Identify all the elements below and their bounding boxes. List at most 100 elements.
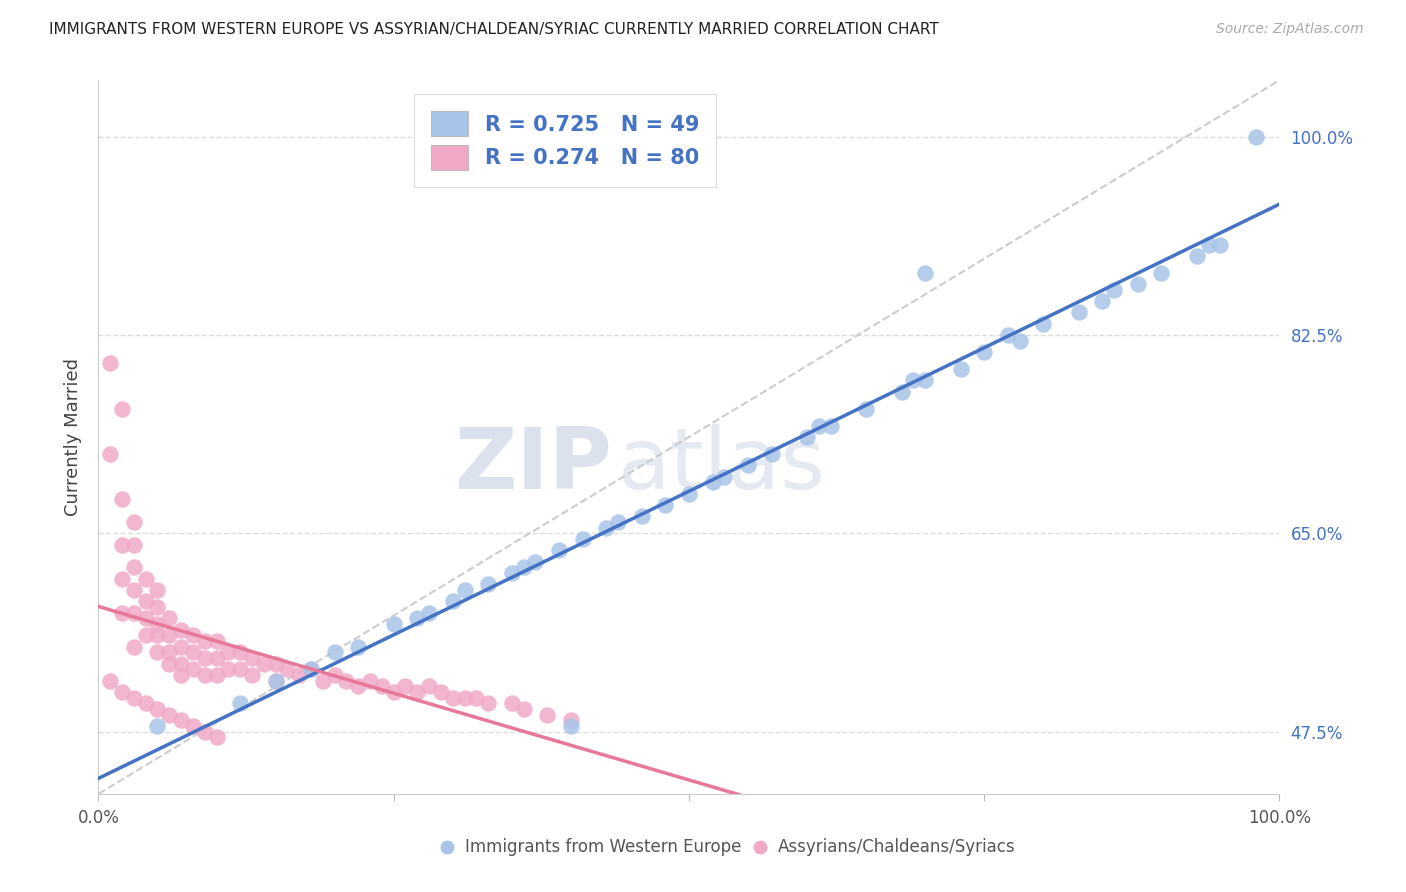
Point [194, 668, 217, 682]
Point [430, 685, 453, 699]
Point [501, 696, 523, 710]
Point [146, 702, 169, 716]
Point [157, 645, 180, 659]
Point [122, 538, 145, 552]
Point [181, 645, 204, 659]
Point [170, 640, 193, 654]
Point [903, 374, 925, 388]
Point [312, 673, 335, 688]
Point [240, 668, 263, 682]
Point [1185, 249, 1208, 263]
Point [170, 668, 193, 682]
Point [205, 651, 228, 665]
Point [264, 673, 287, 688]
Text: Assyrians/Chaldeans/Syriacs: Assyrians/Chaldeans/Syriacs [778, 838, 1015, 856]
Point [347, 640, 370, 654]
Point [111, 492, 134, 507]
Point [194, 651, 217, 665]
Point [181, 719, 204, 733]
Point [98, 447, 121, 461]
Point [122, 606, 145, 620]
Point [205, 731, 228, 745]
Point [536, 707, 558, 722]
Point [548, 543, 571, 558]
Legend: R = 0.725   N = 49, R = 0.274   N = 80: R = 0.725 N = 49, R = 0.274 N = 80 [413, 95, 716, 186]
Point [1008, 334, 1031, 348]
Point [949, 362, 972, 376]
Point [453, 582, 475, 597]
Point [122, 582, 145, 597]
Point [678, 486, 700, 500]
Point [111, 572, 134, 586]
Point [253, 657, 276, 671]
Point [170, 713, 193, 727]
Point [146, 582, 169, 597]
Point [820, 418, 842, 433]
Point [157, 707, 180, 722]
Point [240, 651, 263, 665]
Point [1091, 294, 1114, 309]
Point [98, 673, 121, 688]
Point [229, 662, 252, 676]
Point [299, 662, 322, 676]
Point [157, 611, 180, 625]
Point [229, 645, 252, 659]
Point [323, 668, 346, 682]
Point [122, 640, 145, 654]
Point [1102, 283, 1125, 297]
Point [890, 384, 912, 399]
Point [560, 719, 582, 733]
Point [560, 713, 582, 727]
Point [477, 696, 499, 710]
Point [418, 606, 440, 620]
Point [737, 458, 759, 473]
Point [654, 498, 676, 512]
Point [122, 560, 145, 574]
Point [335, 673, 357, 688]
Point [406, 685, 429, 699]
Point [465, 690, 488, 705]
Point [807, 418, 830, 433]
Point [299, 662, 322, 676]
Point [524, 555, 547, 569]
Point [146, 628, 169, 642]
Point [135, 628, 157, 642]
Point [98, 356, 121, 370]
Point [997, 328, 1019, 343]
Point [453, 690, 475, 705]
Point [441, 594, 464, 608]
Text: Source: ZipAtlas.com: Source: ZipAtlas.com [1216, 22, 1364, 37]
Point [359, 673, 381, 688]
Point [382, 617, 405, 632]
Point [111, 401, 134, 416]
Point [111, 685, 134, 699]
Point [135, 594, 157, 608]
Point [194, 634, 217, 648]
Point [382, 685, 405, 699]
Point [418, 679, 440, 693]
Point [607, 515, 630, 529]
Point [135, 572, 157, 586]
Point [194, 724, 217, 739]
Y-axis label: Currently Married: Currently Married [63, 358, 82, 516]
Point [146, 719, 169, 733]
Point [181, 628, 204, 642]
Point [914, 374, 936, 388]
Point [702, 475, 724, 490]
Text: atlas: atlas [619, 424, 827, 508]
Text: ZIP: ZIP [454, 424, 612, 508]
Point [371, 679, 394, 693]
Point [181, 662, 204, 676]
Point [217, 645, 239, 659]
Point [122, 515, 145, 529]
Point [796, 430, 818, 444]
Point [394, 679, 416, 693]
Point [135, 611, 157, 625]
Point [323, 645, 346, 659]
Point [264, 657, 287, 671]
Point [512, 560, 534, 574]
Point [170, 657, 193, 671]
Point [146, 617, 169, 632]
Point [135, 696, 157, 710]
Text: IMMIGRANTS FROM WESTERN EUROPE VS ASSYRIAN/CHALDEAN/SYRIAC CURRENTLY MARRIED COR: IMMIGRANTS FROM WESTERN EUROPE VS ASSYRI… [49, 22, 939, 37]
